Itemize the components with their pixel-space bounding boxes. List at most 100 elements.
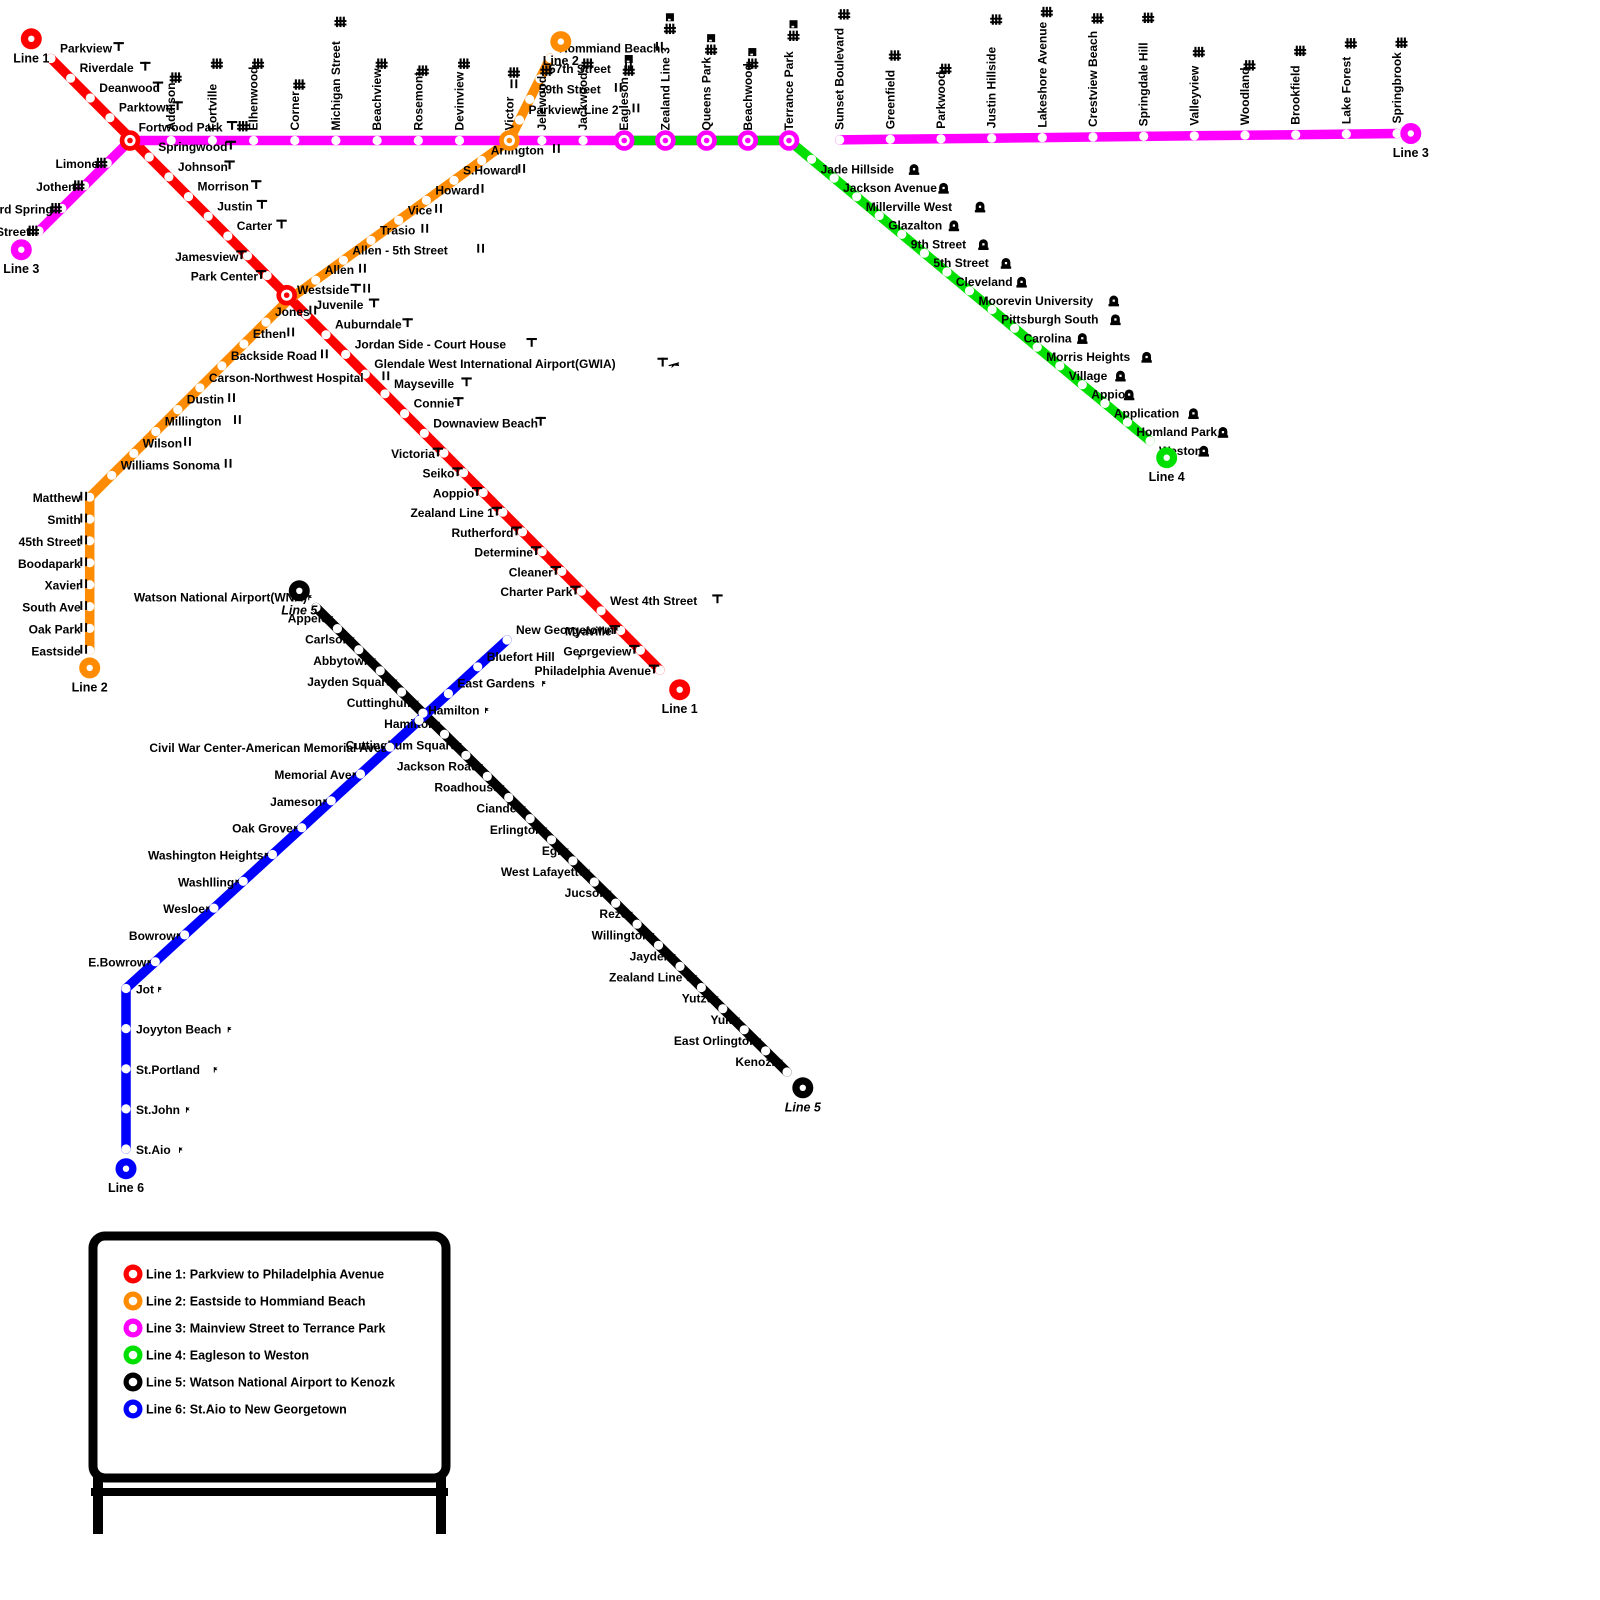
svg-text:Oak Grove: Oak Grove — [232, 822, 293, 836]
svg-text:Zealand Line 3: Zealand Line 3 — [658, 47, 672, 131]
svg-text:Wesloe: Wesloe — [163, 902, 205, 916]
svg-text:Civil War Center-American Memo: Civil War Center-American Memorial Ave — [149, 741, 381, 755]
svg-text:Jelewood: Jelewood — [535, 76, 549, 131]
svg-text:Charter Park: Charter Park — [500, 585, 572, 599]
svg-text:Carlson: Carlson — [305, 633, 350, 647]
svg-text:Deanwood: Deanwood — [99, 81, 160, 95]
svg-text:Michigan Street: Michigan Street — [329, 41, 343, 130]
svg-text:Line 1: Line 1 — [13, 51, 49, 65]
svg-text:Wilson: Wilson — [143, 436, 182, 450]
svg-text:Parkview: Parkview — [60, 42, 113, 56]
svg-text:Line 4: Eagleson to Weston: Line 4: Eagleson to Weston — [146, 1349, 309, 1363]
svg-text:Memorial Ave: Memorial Ave — [274, 768, 351, 782]
svg-text:Eagleson: Eagleson — [617, 77, 631, 130]
svg-text:Juvenile: Juvenile — [315, 298, 363, 312]
svg-text:Rezo: Rezo — [599, 907, 628, 921]
svg-text:Line 1: Line 1 — [662, 702, 698, 716]
svg-text:Connie: Connie — [414, 397, 455, 411]
svg-text:St.Aio: St.Aio — [136, 1143, 171, 1157]
svg-text:Glendale West International Ai: Glendale West International Airport(GWIA… — [374, 357, 615, 371]
svg-text:Glazalton: Glazalton — [888, 219, 942, 233]
svg-text:Washlling: Washlling — [178, 875, 234, 889]
svg-text:Valleyview: Valleyview — [1187, 65, 1201, 126]
svg-text:Erlington: Erlington — [490, 823, 543, 837]
svg-text:Bowrow: Bowrow — [129, 929, 176, 943]
svg-text:Line 1: Parkview to Philadelph: Line 1: Parkview to Philadelphia Avenue — [146, 1268, 384, 1282]
svg-text:Carter: Carter — [237, 219, 273, 233]
svg-text:New Georgetown: New Georgetown — [516, 623, 614, 637]
svg-text:Morrison: Morrison — [198, 180, 249, 194]
svg-text:Eastside: Eastside — [31, 644, 81, 658]
svg-text:Boodapark: Boodapark — [18, 557, 81, 571]
svg-text:Jackwoods: Jackwoods — [576, 65, 590, 130]
svg-text:45th Street: 45th Street — [19, 535, 81, 549]
svg-text:Line 3: Line 3 — [3, 262, 39, 276]
svg-text:Jothen: Jothen — [36, 180, 75, 194]
svg-text:Line 3: Mainview Street to Ter: Line 3: Mainview Street to Terrance Park — [146, 1322, 385, 1336]
svg-text:Village: Village — [1069, 369, 1108, 383]
svg-text:Williams Sonoma: Williams Sonoma — [121, 458, 221, 472]
svg-text:Ethen: Ethen — [253, 327, 286, 341]
svg-text:Jayden: Jayden — [630, 949, 671, 963]
svg-text:Mainview Street: Mainview Street — [0, 225, 30, 239]
svg-text:Cleveland: Cleveland — [956, 275, 1013, 289]
svg-text:Xavier: Xavier — [45, 579, 81, 593]
svg-text:Park Center: Park Center — [191, 270, 259, 284]
svg-text:Auburndale: Auburndale — [335, 318, 402, 332]
svg-text:West Lafayette: West Lafayette — [501, 865, 586, 879]
svg-text:Millington: Millington — [165, 415, 222, 429]
svg-text:Hamilton: Hamilton — [384, 717, 435, 731]
svg-text:Victoria: Victoria — [391, 447, 435, 461]
svg-text:Moorevin University: Moorevin University — [979, 294, 1094, 308]
svg-text:Jordan Side - Court House: Jordan Side - Court House — [355, 337, 507, 351]
svg-text:Springbrook: Springbrook — [1390, 52, 1404, 124]
svg-text:Abbytown: Abbytown — [313, 654, 371, 668]
svg-text:Joyyton Beach: Joyyton Beach — [136, 1023, 221, 1037]
svg-text:Matthew: Matthew — [33, 491, 82, 505]
svg-text:Jayden Square: Jayden Square — [307, 675, 393, 689]
svg-text:St.Portland: St.Portland — [136, 1063, 200, 1077]
svg-text:South Ave: South Ave — [22, 601, 81, 615]
svg-text:Parkwood: Parkwood — [934, 71, 948, 128]
svg-text:Ciander: Ciander — [476, 802, 521, 816]
svg-text:Zealand Line 1: Zealand Line 1 — [410, 506, 494, 520]
svg-text:St.John: St.John — [136, 1103, 180, 1117]
svg-text:Aoppio: Aoppio — [433, 487, 474, 501]
svg-text:Determine: Determine — [474, 546, 533, 560]
svg-text:Limone: Limone — [56, 157, 99, 171]
svg-text:Appio: Appio — [1091, 388, 1125, 402]
svg-text:Smith: Smith — [47, 513, 80, 527]
svg-text:Seiko: Seiko — [422, 467, 454, 481]
svg-text:Justin Hillside: Justin Hillside — [985, 47, 999, 129]
svg-text:Vice: Vice — [408, 203, 433, 217]
svg-text:Corner: Corner — [288, 91, 302, 131]
svg-text:Line 2: Line 2 — [543, 54, 579, 68]
svg-text:Brookfield: Brookfield — [1289, 65, 1303, 124]
svg-text:Lakeshore Avenue: Lakeshore Avenue — [1035, 21, 1049, 127]
svg-text:Jones: Jones — [275, 305, 310, 319]
svg-text:Jucson: Jucson — [565, 886, 607, 900]
svg-text:Fortville: Fortville — [205, 83, 219, 130]
svg-text:Yutzu: Yutzu — [682, 992, 714, 1006]
svg-text:Queens Park: Queens Park — [700, 57, 714, 131]
svg-text:Jamesview: Jamesview — [175, 250, 239, 264]
svg-text:Line 5: Line 5 — [281, 603, 318, 617]
svg-text:Beachview: Beachview — [370, 68, 384, 131]
svg-text:Washington Heights: Washington Heights — [148, 849, 264, 863]
svg-text:Cuttinghum: Cuttinghum — [347, 696, 414, 710]
svg-text:Yukl: Yukl — [711, 1013, 736, 1027]
svg-text:Oak Park: Oak Park — [29, 622, 81, 636]
svg-text:Jade Hillside: Jade Hillside — [821, 162, 895, 176]
svg-text:Devinview: Devinview — [453, 71, 467, 130]
svg-text:Rosemont: Rosemont — [411, 72, 425, 131]
svg-text:Line 2: Line 2 — [72, 680, 108, 694]
svg-text:E.Bowrow: E.Bowrow — [88, 956, 147, 970]
svg-text:Zealand Line 6: Zealand Line 6 — [609, 971, 693, 985]
svg-text:Jameson: Jameson — [270, 795, 322, 809]
svg-text:Jot: Jot — [136, 983, 154, 997]
svg-text:Philadelphia Avenue: Philadelphia Avenue — [535, 664, 652, 678]
svg-text:Roadhouse: Roadhouse — [434, 781, 500, 795]
svg-text:Carolina: Carolina — [1024, 331, 1072, 345]
svg-text:Rutherford: Rutherford — [452, 526, 514, 540]
svg-text:Bluefort Hill: Bluefort Hill — [487, 650, 555, 664]
